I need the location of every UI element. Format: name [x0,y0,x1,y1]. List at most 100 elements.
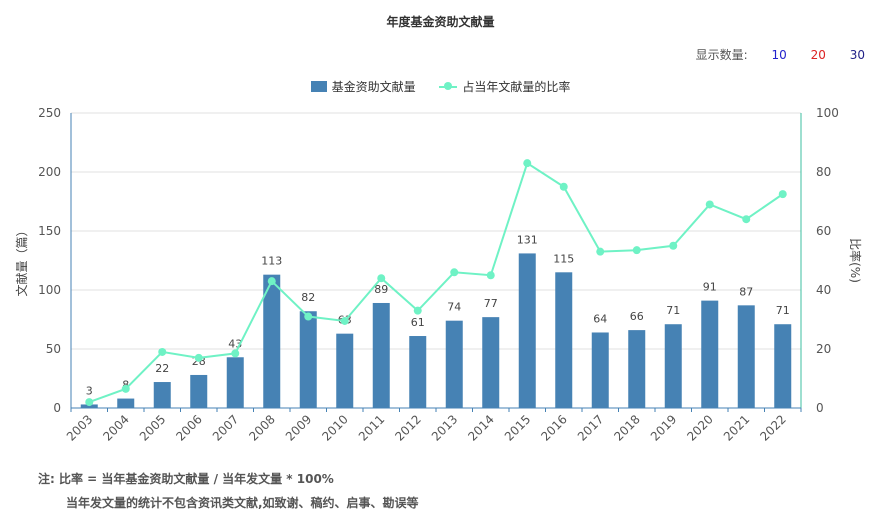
ratio-point [632,246,641,255]
ratio-point [85,398,94,407]
bar [701,300,719,408]
x-tick-label: 2014 [465,412,496,443]
bar-data-label: 22 [155,362,169,375]
bar [336,333,354,408]
bar [591,332,609,408]
ratio-point [559,182,568,191]
ratio-point [267,277,276,286]
bar [153,382,171,408]
y-right-axis-title: 比率(%) [848,238,863,283]
bar [737,305,755,408]
bar [409,336,427,408]
y-left-tick-label: 150 [38,224,61,238]
x-tick-label: 2022 [757,412,788,443]
bar [226,357,244,408]
ratio-point [486,271,495,280]
bar [445,320,463,408]
x-tick-label: 2007 [210,412,241,443]
bar-data-label: 71 [776,304,790,317]
x-tick-label: 2020 [684,412,715,443]
x-tick-label: 2010 [319,412,350,443]
legend-swatch-line [439,81,458,92]
bar [555,272,573,408]
x-tick-label: 2011 [356,412,387,443]
y-left-tick-label: 50 [46,342,61,356]
chart-legend: 基金资助文献量 占当年文献量的比率 [0,78,881,95]
y-left-tick-label: 250 [38,106,61,120]
y-left-axis-title: 文献量（篇） [14,224,29,296]
x-tick-label: 2009 [283,412,314,443]
y-right-tick-label: 60 [816,224,831,238]
bar-data-label: 89 [374,283,388,296]
legend-label-bar: 基金资助文献量 [331,80,416,94]
ratio-point [596,247,605,256]
chart-title: 年度基金资助文献量 [386,15,495,29]
x-tick-label: 2015 [502,412,533,443]
ratio-point [340,316,349,325]
y-right-tick-label: 100 [816,106,839,120]
x-tick-label: 2019 [648,412,679,443]
y-left-tick-label: 100 [38,283,61,297]
y-right-tick-label: 0 [816,401,824,415]
bar-data-label: 87 [739,285,753,298]
x-tick-label: 2006 [173,412,204,443]
bar [299,311,317,408]
bar [80,404,98,408]
bar [263,274,281,408]
bar-data-label: 91 [703,281,717,294]
ratio-point [778,190,787,199]
bar [664,324,682,408]
ratio-point [669,241,678,250]
ratio-point [450,268,459,277]
legend-item-line[interactable]: 占当年文献量的比率 [439,78,570,95]
bar-data-label: 82 [301,291,315,304]
bar [628,330,646,408]
bar-data-label: 71 [666,304,680,317]
y-left-tick-label: 0 [53,401,61,415]
ratio-point [194,353,203,362]
bar-data-label: 3 [86,384,93,397]
bar [372,302,390,408]
ratio-point [742,215,751,224]
y-right-tick-label: 40 [816,283,831,297]
bar [774,324,792,408]
count-option-10[interactable]: 10 [771,48,787,62]
ratio-point [121,384,130,393]
x-tick-label: 2017 [575,412,606,443]
bar-data-label: 115 [553,252,574,265]
y-right-tick-label: 80 [816,165,831,179]
x-tick-label: 2004 [100,412,131,443]
legend-swatch-bar [310,81,327,92]
ratio-point [523,159,532,168]
ratio-point [304,312,313,321]
note-formula: 注: 比率 = 当年基金资助文献量 / 当年发文量 * 100% [38,472,334,486]
x-tick-label: 2018 [611,412,642,443]
x-tick-label: 2013 [429,412,460,443]
ratio-point [377,274,386,283]
x-tick-label: 2003 [64,412,95,443]
count-option-20[interactable]: 20 [810,48,826,62]
x-tick-label: 2012 [392,412,423,443]
bar-data-label: 61 [411,316,425,329]
bar [518,253,536,408]
x-tick-label: 2016 [538,412,569,443]
y-right-tick-label: 20 [816,342,831,356]
bar-data-label: 64 [593,312,607,325]
display-count-label: 显示数量: [695,48,748,62]
ratio-point [231,349,240,358]
x-tick-label: 2021 [721,412,752,443]
ratio-line [88,161,784,404]
bar [190,374,208,408]
display-count-selector: 显示数量: 10 20 30 [696,46,865,63]
bar-data-label: 66 [630,310,644,323]
legend-label-line: 占当年文献量的比率 [462,80,571,94]
ratio-point [158,347,167,356]
note-exclusion: 当年发文量的统计不包含资讯类文献,如致谢、稿约、启事、勘误等 [66,496,419,510]
count-option-30[interactable]: 30 [849,48,865,62]
ratio-point [705,200,714,209]
legend-item-bar[interactable]: 基金资助文献量 [310,78,416,95]
bar-data-label: 113 [261,255,282,268]
x-tick-label: 2005 [137,412,168,443]
bar-data-label: 74 [447,301,461,314]
